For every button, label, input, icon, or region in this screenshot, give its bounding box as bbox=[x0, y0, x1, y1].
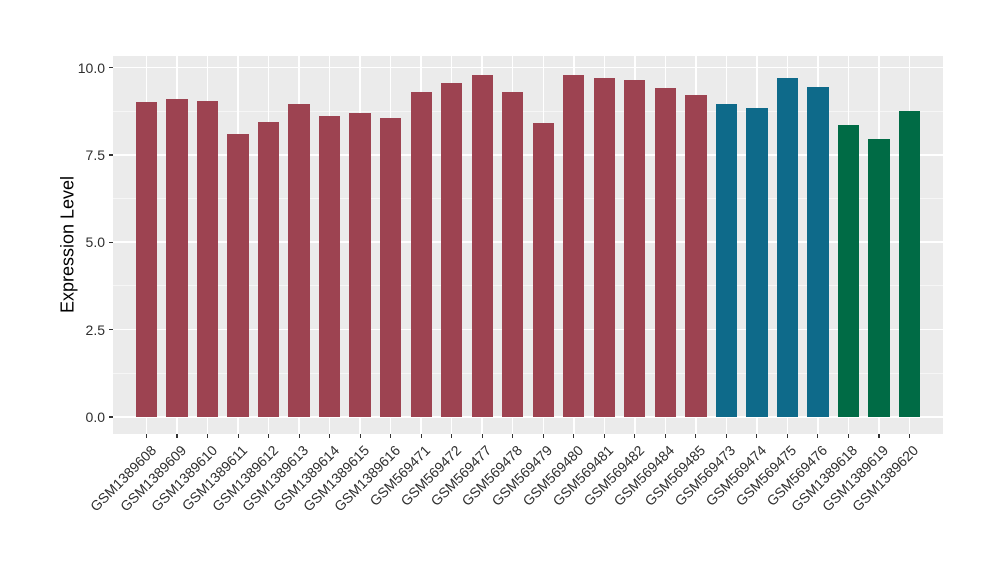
x-tick-mark bbox=[542, 434, 544, 438]
bar-GSM1389615 bbox=[349, 112, 371, 417]
bar-GSM569474 bbox=[746, 107, 768, 417]
y-tick-mark bbox=[109, 67, 113, 69]
y-major-gridline bbox=[113, 328, 943, 331]
x-tick-mark bbox=[695, 434, 697, 438]
y-tick-label: 10.0 bbox=[77, 59, 105, 76]
x-tick-mark bbox=[420, 434, 422, 438]
bar-GSM569472 bbox=[441, 83, 463, 417]
bar-GSM569476 bbox=[807, 86, 829, 417]
y-tick-mark bbox=[109, 241, 113, 243]
bar-GSM1389609 bbox=[166, 98, 188, 417]
bar-GSM569471 bbox=[410, 91, 432, 417]
x-tick-mark bbox=[359, 434, 361, 438]
bar-GSM1389619 bbox=[868, 139, 890, 417]
x-tick-mark bbox=[512, 434, 514, 438]
bar-GSM569480 bbox=[563, 74, 585, 417]
bar-GSM1389618 bbox=[837, 125, 860, 417]
x-tick-mark bbox=[145, 434, 148, 438]
x-tick-mark bbox=[481, 434, 483, 438]
y-tick-mark bbox=[109, 154, 113, 156]
plot-panel bbox=[113, 56, 943, 434]
y-tick-label: 5.0 bbox=[85, 234, 105, 251]
x-tick-mark bbox=[390, 434, 392, 438]
bar-GSM1389620 bbox=[898, 111, 921, 417]
bar-GSM1389608 bbox=[135, 102, 158, 417]
y-major-gridline bbox=[113, 66, 943, 69]
y-tick-mark bbox=[109, 329, 113, 331]
y-minor-gridline bbox=[113, 198, 943, 200]
bar-GSM1389612 bbox=[257, 121, 280, 417]
y-tick-label: 7.5 bbox=[85, 146, 105, 163]
x-tick-mark bbox=[573, 434, 575, 438]
bar-GSM1389616 bbox=[380, 118, 402, 417]
x-tick-mark bbox=[176, 434, 178, 438]
y-tick-mark bbox=[109, 416, 113, 418]
x-tick-mark bbox=[298, 434, 300, 438]
x-tick-mark bbox=[329, 434, 331, 438]
y-major-gridline bbox=[113, 241, 943, 243]
x-tick-mark bbox=[664, 434, 666, 438]
bar-GSM1389611 bbox=[227, 133, 249, 417]
x-tick-mark bbox=[603, 434, 605, 438]
y-minor-gridline bbox=[113, 110, 943, 112]
bar-GSM569484 bbox=[654, 88, 676, 417]
y-major-gridline bbox=[113, 154, 943, 156]
bar-GSM569485 bbox=[685, 95, 707, 417]
y-tick-label: 0.0 bbox=[85, 408, 105, 425]
bar-GSM1389613 bbox=[288, 104, 310, 417]
bar-GSM569477 bbox=[471, 74, 493, 417]
bar-GSM569481 bbox=[593, 78, 615, 417]
x-tick-mark bbox=[756, 434, 758, 438]
y-minor-gridline bbox=[113, 372, 943, 374]
x-tick-mark bbox=[451, 434, 453, 438]
x-tick-mark bbox=[817, 434, 819, 438]
x-tick-mark bbox=[634, 434, 636, 438]
bar-GSM1389614 bbox=[318, 116, 341, 417]
x-tick-mark bbox=[786, 434, 788, 438]
y-minor-gridline bbox=[113, 285, 943, 287]
x-tick-mark bbox=[878, 434, 880, 438]
x-tick-mark bbox=[725, 434, 727, 438]
bar-GSM569479 bbox=[532, 123, 554, 417]
x-tick-mark bbox=[908, 434, 911, 438]
x-tick-mark bbox=[237, 434, 239, 438]
bar-GSM569482 bbox=[624, 79, 646, 417]
y-tick-label: 2.5 bbox=[85, 321, 105, 338]
bar-GSM569473 bbox=[715, 104, 738, 417]
bar-GSM1389610 bbox=[196, 100, 219, 417]
bar-GSM569478 bbox=[502, 91, 524, 417]
x-tick-mark bbox=[847, 434, 849, 438]
bar-GSM569475 bbox=[776, 78, 799, 417]
x-tick-mark bbox=[268, 434, 270, 438]
x-tick-mark bbox=[206, 434, 209, 438]
y-major-gridline bbox=[113, 416, 943, 418]
